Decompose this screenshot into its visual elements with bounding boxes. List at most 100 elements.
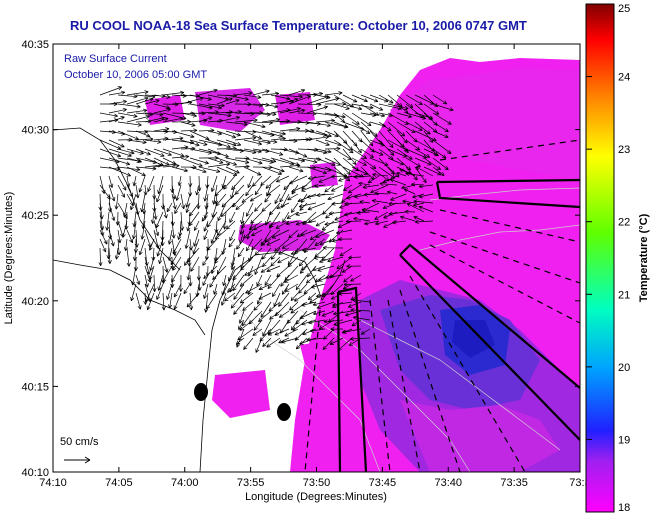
current-vector <box>114 247 119 260</box>
current-vector <box>337 237 353 242</box>
current-vector <box>216 166 238 176</box>
current-vector <box>291 184 308 193</box>
current-vector <box>209 274 218 288</box>
current-vector <box>279 126 301 132</box>
current-vector <box>413 202 425 207</box>
x-axis-label: Longitude (Degrees:Minutes) <box>245 491 387 503</box>
current-vector <box>404 209 416 214</box>
current-vector <box>173 283 182 298</box>
current-vector <box>178 274 183 292</box>
current-vector <box>143 184 148 196</box>
current-vector <box>213 283 218 295</box>
current-vector <box>233 301 245 315</box>
current-vector <box>260 301 272 318</box>
current-vector <box>126 108 148 114</box>
current-vector <box>327 256 344 263</box>
current-vector <box>253 220 272 231</box>
current-vector <box>225 139 242 146</box>
current-vector <box>225 94 249 101</box>
current-vector <box>261 91 280 96</box>
current-vector <box>405 166 418 181</box>
current-vector <box>369 103 384 111</box>
current-vector <box>126 157 142 164</box>
current-vector <box>414 148 431 158</box>
current-vector <box>432 166 445 176</box>
current-vector <box>255 337 263 353</box>
annotation-line-2: October 10, 2006 05:00 GMT <box>64 69 207 81</box>
current-vector <box>323 319 344 324</box>
current-vector <box>117 130 139 141</box>
current-vector <box>108 148 132 158</box>
current-vector <box>432 157 449 171</box>
current-vector <box>300 229 317 237</box>
current-vector <box>306 166 328 175</box>
current-vector <box>388 201 407 206</box>
current-vector <box>315 157 336 167</box>
current-vector <box>333 157 351 176</box>
current-vector <box>162 256 169 273</box>
current-vector <box>105 211 110 231</box>
current-vector <box>367 175 380 184</box>
current-vector <box>138 175 146 193</box>
current-vector <box>156 184 164 203</box>
current-vector <box>275 175 290 183</box>
current-vector <box>126 184 133 198</box>
current-vector <box>288 148 308 158</box>
current-vector <box>265 175 281 189</box>
current-vector <box>330 327 344 332</box>
current-vector <box>423 148 439 157</box>
current-vector <box>317 265 335 272</box>
current-vector <box>108 229 115 247</box>
current-vector <box>402 199 416 204</box>
current-vector <box>270 247 281 260</box>
current-vector <box>306 193 326 199</box>
current-vector <box>207 148 229 158</box>
current-vector <box>306 121 331 128</box>
current-vector <box>210 229 218 244</box>
current-vector <box>172 238 182 254</box>
current-vector <box>117 175 127 191</box>
current-vector <box>108 90 126 96</box>
current-vector <box>230 256 236 271</box>
current-vector <box>144 116 165 123</box>
current-vector <box>171 130 195 139</box>
current-vector <box>195 184 200 196</box>
current-vector <box>162 148 185 158</box>
current-vector <box>143 292 148 305</box>
current-vector <box>220 292 227 306</box>
current-vector <box>135 97 154 105</box>
current-vector <box>230 292 245 309</box>
current-vector <box>153 202 158 220</box>
current-vector <box>331 184 344 192</box>
current-vector <box>131 220 137 240</box>
current-vector <box>405 94 423 106</box>
current-vector <box>298 256 308 267</box>
current-vector <box>253 301 263 311</box>
current-vector <box>342 139 353 151</box>
current-vector <box>261 130 283 138</box>
current-vector <box>272 283 281 297</box>
current-vector <box>360 157 377 169</box>
current-vector <box>296 229 308 238</box>
current-vector <box>216 157 237 166</box>
current-vector <box>236 238 245 250</box>
current-vector <box>138 238 146 256</box>
current-vector <box>99 229 108 245</box>
current-vector <box>99 184 111 200</box>
current-vector <box>342 283 353 290</box>
current-vector <box>414 112 434 120</box>
current-vector <box>307 175 326 181</box>
current-vector <box>298 128 315 134</box>
current-vector <box>350 336 371 341</box>
current-vector <box>315 148 332 154</box>
current-vector <box>281 283 290 295</box>
current-vector <box>148 238 155 251</box>
current-vector <box>108 107 127 114</box>
x-tick-label: 73:40 <box>434 477 462 489</box>
current-vector <box>231 175 245 191</box>
current-vector <box>270 94 291 101</box>
y-tick-label: 40:15 <box>21 381 49 393</box>
current-vector <box>308 319 326 325</box>
current-vector <box>315 292 335 298</box>
current-vector <box>117 94 138 99</box>
